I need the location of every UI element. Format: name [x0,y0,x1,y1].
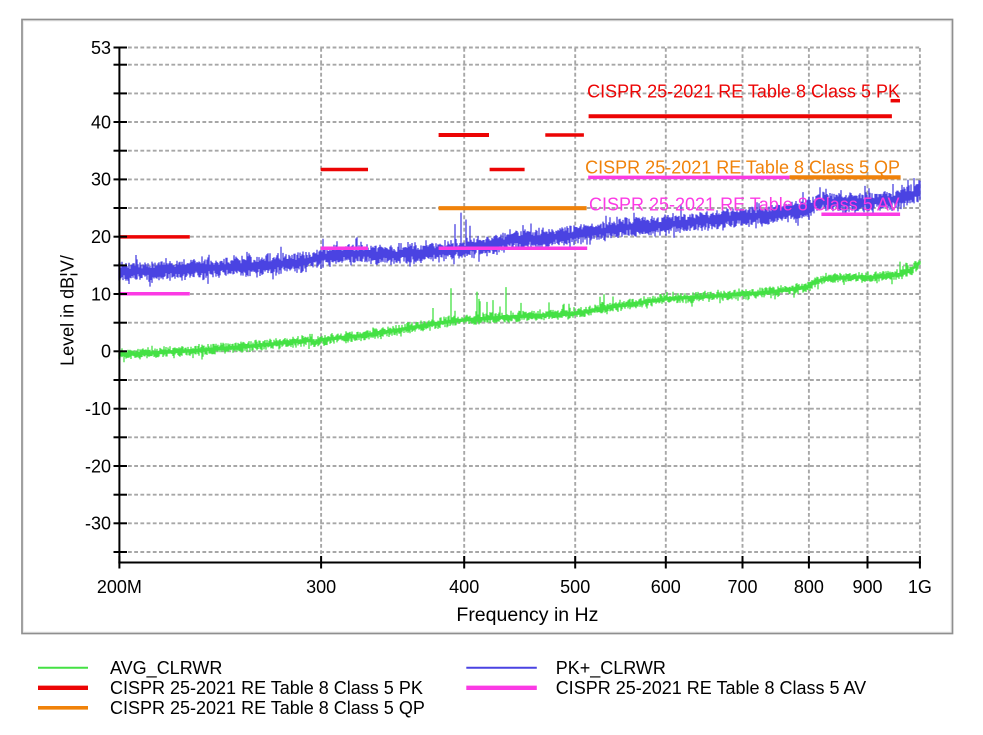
svg-text:CISPR 25-2021 RE Table 8 Class: CISPR 25-2021 RE Table 8 Class 5 PK [587,82,900,102]
svg-text:1G: 1G [908,577,932,597]
svg-text:53: 53 [91,38,111,58]
svg-text:0: 0 [101,342,111,362]
svg-text:-10: -10 [85,399,111,419]
svg-text:PK+_CLRWR: PK+_CLRWR [556,658,666,679]
svg-text:800: 800 [794,577,824,597]
svg-text:CISPR 25-2021 RE Table 8 Class: CISPR 25-2021 RE Table 8 Class 5 QP [110,698,425,718]
svg-text:Level in dB¦V/: Level in dB¦V/ [58,255,78,366]
svg-text:700: 700 [727,577,757,597]
svg-text:300: 300 [306,577,336,597]
svg-text:CISPR 25-2021 RE Table 8 Class: CISPR 25-2021 RE Table 8 Class 5 PK [110,678,423,698]
svg-text:Frequency in Hz: Frequency in Hz [456,604,598,626]
svg-text:CISPR 25-2021 RE Table 8 Class: CISPR 25-2021 RE Table 8 Class 5 AV [556,678,867,698]
svg-text:CISPR 25-2021 RE Table 8 Class: CISPR 25-2021 RE Table 8 Class 5 AV [589,195,900,215]
svg-text:40: 40 [91,112,111,132]
svg-text:-20: -20 [85,456,111,476]
svg-text:AVG_CLRWR: AVG_CLRWR [110,658,222,679]
svg-text:CISPR 25-2021 RE Table 8 Class: CISPR 25-2021 RE Table 8 Class 5 QP [585,158,900,178]
svg-text:900: 900 [852,577,882,597]
svg-text:600: 600 [651,577,681,597]
svg-text:20: 20 [91,227,111,247]
svg-text:-30: -30 [85,514,111,534]
svg-text:500: 500 [560,577,590,597]
svg-text:10: 10 [91,284,111,304]
svg-text:30: 30 [91,170,111,190]
svg-text:400: 400 [449,577,479,597]
svg-text:200M: 200M [97,577,142,597]
